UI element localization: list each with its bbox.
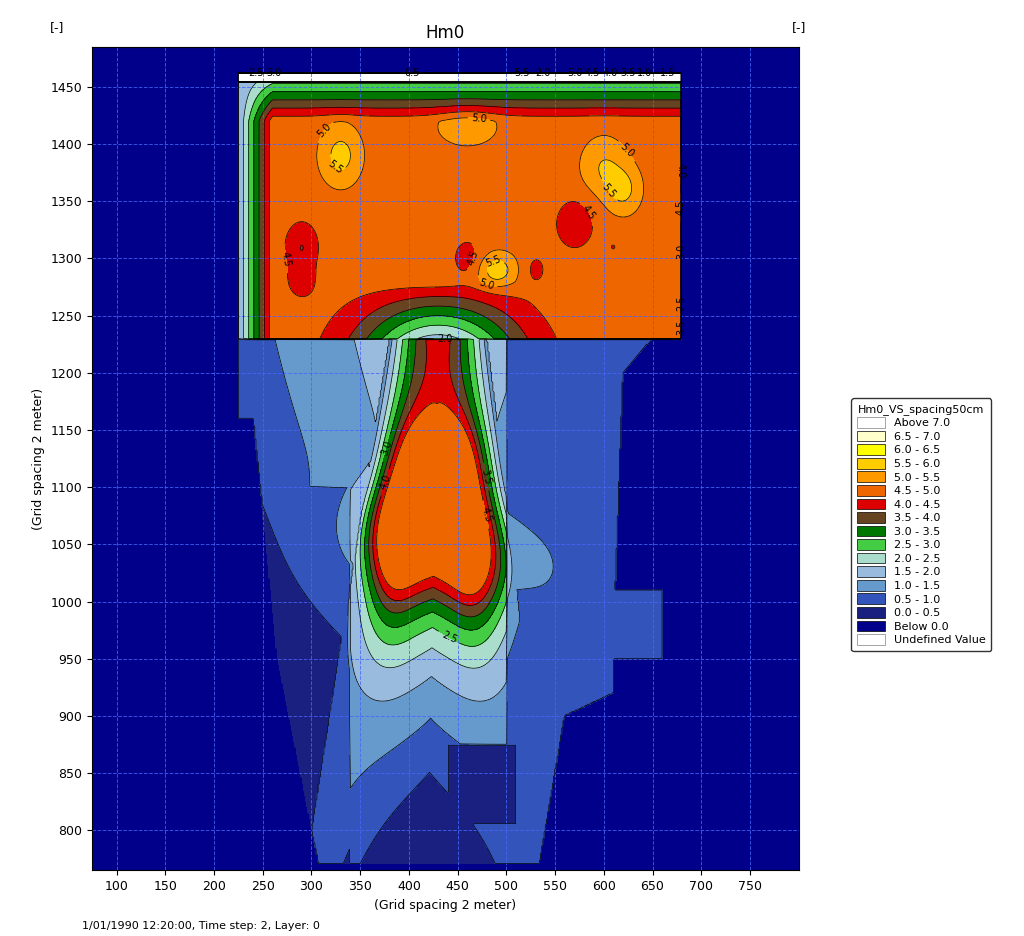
- Text: 4.0: 4.0: [378, 474, 392, 491]
- Text: 2.5: 2.5: [249, 68, 264, 78]
- Text: 3.5: 3.5: [620, 68, 635, 78]
- Text: 4.5: 4.5: [585, 68, 600, 79]
- Text: 5.5: 5.5: [600, 182, 617, 199]
- Text: 1/01/1990 12:20:00, Time step: 2, Layer: 0: 1/01/1990 12:20:00, Time step: 2, Layer:…: [82, 921, 319, 931]
- Title: Hm0: Hm0: [426, 24, 465, 42]
- Text: 1.0: 1.0: [637, 67, 652, 78]
- Text: 2.5: 2.5: [676, 295, 686, 311]
- Text: 5.0: 5.0: [315, 122, 333, 139]
- Y-axis label: (Grid spacing 2 meter): (Grid spacing 2 meter): [32, 388, 45, 530]
- Text: 4.5: 4.5: [676, 200, 686, 215]
- Text: 2.0: 2.0: [536, 68, 551, 78]
- Text: 4.0: 4.0: [602, 68, 617, 79]
- Text: 4.5: 4.5: [466, 248, 480, 266]
- Text: 3.0: 3.0: [266, 68, 282, 78]
- Text: 4.5: 4.5: [479, 506, 493, 523]
- Text: 0.5: 0.5: [404, 67, 420, 78]
- Text: 3.5: 3.5: [676, 319, 686, 335]
- Text: 5.5: 5.5: [326, 158, 344, 176]
- Text: 3.0: 3.0: [676, 244, 686, 259]
- Text: 4.5: 4.5: [280, 250, 292, 267]
- Text: 5.5: 5.5: [484, 254, 502, 270]
- Text: 4.0: 4.0: [676, 163, 686, 178]
- Text: [-]: [-]: [50, 22, 65, 35]
- Legend: Above 7.0, 6.5 - 7.0, 6.0 - 6.5, 5.5 - 6.0, 5.0 - 5.5, 4.5 - 5.0, 4.0 - 4.5, 3.5: Above 7.0, 6.5 - 7.0, 6.0 - 6.5, 5.5 - 6…: [852, 399, 991, 651]
- Text: 5.0: 5.0: [567, 68, 583, 79]
- Text: 2.5: 2.5: [440, 629, 458, 645]
- Text: 1.5: 1.5: [660, 67, 676, 78]
- Text: 5.0: 5.0: [477, 277, 495, 291]
- Text: [-]: [-]: [792, 22, 806, 35]
- Text: 4.5: 4.5: [581, 203, 597, 222]
- X-axis label: (Grid spacing 2 meter): (Grid spacing 2 meter): [375, 899, 516, 912]
- Text: 3.0: 3.0: [380, 439, 394, 457]
- Text: 5.0: 5.0: [471, 113, 487, 124]
- Text: 5.5: 5.5: [514, 68, 529, 79]
- Text: 3.5: 3.5: [479, 468, 493, 485]
- Text: 2.0: 2.0: [437, 333, 453, 344]
- Text: 5.0: 5.0: [618, 141, 636, 160]
